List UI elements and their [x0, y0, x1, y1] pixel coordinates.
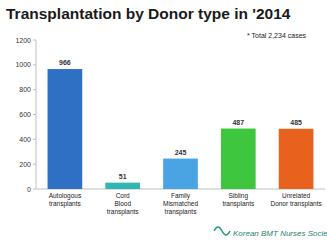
source: Korean BMT Nurses Society [233, 229, 327, 238]
y-axis [36, 40, 37, 189]
bars [48, 69, 314, 189]
data-label: 51 [119, 173, 127, 180]
y-tick-label: 800 [19, 86, 31, 93]
data-label: 485 [290, 119, 302, 126]
y-tick-label: 400 [19, 136, 31, 143]
y-tick-label: 200 [19, 161, 31, 168]
x-tick-label: Autologoustransplants [49, 192, 82, 208]
x-tick-label: UnrelatedDonor transplants [270, 192, 322, 208]
data-label: 966 [59, 59, 71, 66]
y-tick-label: 600 [19, 111, 31, 118]
y-tick-label: 0 [27, 186, 31, 193]
data-label: 487 [232, 119, 244, 126]
bar [279, 129, 314, 189]
annotation: * Total 2,234 cases [247, 32, 307, 39]
y-tick-label: 1000 [15, 61, 31, 68]
chart: Transplantation by Donor type in '2014 0 2… [0, 0, 327, 245]
y-tick-label: 1200 [15, 37, 31, 44]
bar [48, 69, 83, 189]
title: Transplantation by Donor type in '2014 [6, 5, 291, 22]
bar [163, 159, 198, 189]
x-tick-label: Siblingtransplants [222, 192, 255, 208]
bar [105, 183, 140, 189]
x-tick-label: CordBloodtransplants [107, 192, 140, 216]
bar [221, 129, 256, 189]
logo [214, 227, 230, 235]
data-label: 245 [175, 149, 187, 156]
x-tick-label: FamilyMismatchedtransplants [163, 192, 198, 216]
